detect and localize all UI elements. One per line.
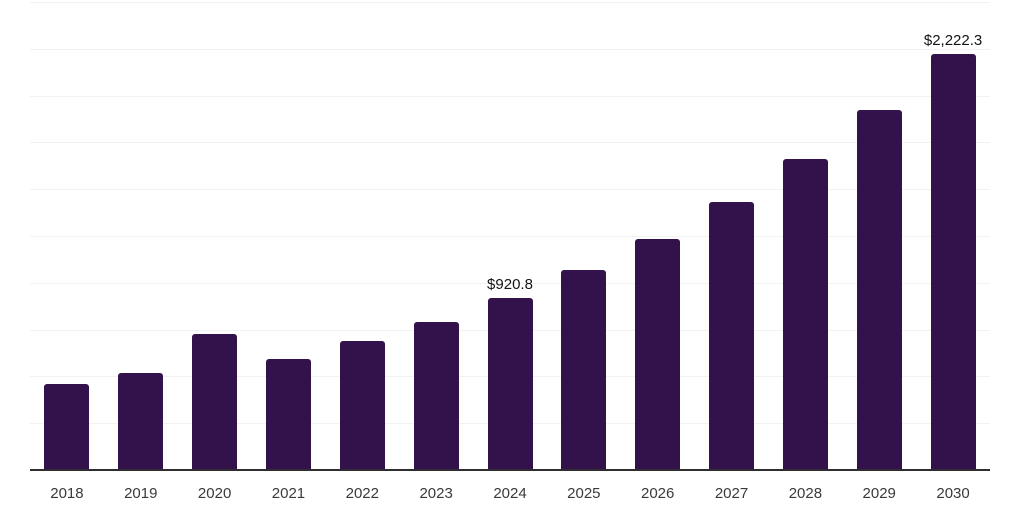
x-tick-label-2030: 2030	[936, 485, 970, 502]
x-tick-label-2019: 2019	[124, 485, 158, 502]
gridline	[30, 2, 990, 3]
bar-2023	[413, 321, 459, 470]
bar-2024	[487, 297, 533, 470]
bar-2028	[782, 159, 828, 470]
gridline	[30, 142, 990, 144]
bar-2020	[192, 334, 238, 470]
bar-2030	[930, 53, 976, 470]
bar-2021	[265, 358, 311, 470]
gridline	[30, 95, 990, 97]
bar-2027	[709, 201, 755, 470]
x-tick-label-2029: 2029	[862, 485, 896, 502]
x-tick-label-2023: 2023	[419, 485, 453, 502]
gridline	[30, 236, 990, 237]
gridline	[30, 48, 990, 50]
x-tick-label-2022: 2022	[345, 485, 379, 502]
bar-2029	[856, 110, 902, 470]
gridline	[30, 189, 990, 191]
x-tick-label-2021: 2021	[271, 485, 306, 502]
value-label-2024: $920.8	[487, 275, 533, 293]
x-tick-label-2025: 2025	[567, 485, 601, 502]
value-label-2030: $2,222.3	[923, 31, 983, 49]
bar-2026	[635, 238, 681, 470]
x-tick-label-2018: 2018	[50, 485, 84, 502]
x-tick-label-2026: 2026	[641, 485, 675, 502]
bar-2018	[44, 384, 90, 470]
bar-2019	[118, 372, 164, 470]
bar-2022	[339, 341, 385, 470]
x-axis-line	[30, 469, 990, 471]
x-tick-label-2020: 2020	[197, 485, 232, 502]
x-tick-label-2028: 2028	[788, 485, 823, 502]
bar-2025	[561, 270, 607, 470]
x-tick-label-2024: 2024	[493, 485, 527, 502]
gridline	[30, 282, 990, 284]
x-tick-label-2027: 2027	[714, 485, 749, 502]
